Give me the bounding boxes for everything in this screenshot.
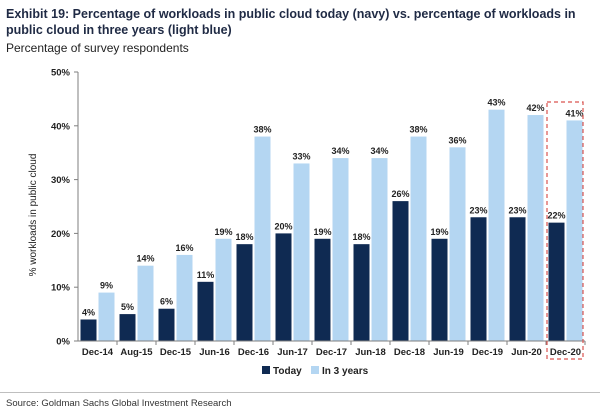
data-label-in-3-years: 36% — [448, 135, 466, 145]
data-label-in-3-years: 14% — [136, 254, 154, 264]
x-tick-label: Jun-18 — [355, 347, 386, 358]
highlight-box — [546, 101, 584, 360]
x-tick-label: Dec-16 — [238, 347, 269, 358]
data-label-today: 4% — [82, 307, 95, 317]
y-tick-label: 10% — [51, 283, 71, 294]
y-axis-label: % workloads in public cloud — [28, 154, 39, 277]
data-label-today: 18% — [235, 232, 253, 242]
y-tick-label: 50% — [51, 68, 71, 79]
chart-subtitle: Percentage of survey respondents — [6, 41, 189, 55]
data-label-today: 11% — [197, 270, 215, 280]
legend: Today In 3 years — [262, 366, 369, 377]
data-label-today: 22% — [547, 211, 565, 221]
data-label-today: 19% — [430, 227, 448, 237]
bar-today — [470, 217, 487, 341]
bar-in-3-years — [293, 163, 310, 341]
y-tick-label: 40% — [51, 121, 71, 132]
x-tick-label: Dec-14 — [82, 347, 114, 358]
legend-today-swatch — [262, 366, 270, 374]
y-tick-label: 0% — [56, 337, 70, 348]
bar-in-3-years — [410, 136, 427, 341]
bar-today — [119, 314, 136, 341]
data-label-today: 20% — [274, 221, 292, 231]
bar-today — [197, 281, 214, 341]
footer-divider — [0, 392, 600, 393]
x-tick-label: Dec-20 — [550, 347, 581, 358]
bar-in-3-years — [488, 109, 505, 341]
source-note: Source: Goldman Sachs Global Investment … — [6, 398, 232, 409]
x-tick-label: Dec-15 — [160, 347, 192, 358]
bar-in-3-years — [371, 158, 388, 341]
bar-in-3-years — [98, 292, 115, 341]
data-label-in-3-years: 34% — [370, 146, 388, 156]
bar-today — [431, 238, 448, 341]
data-label-today: 5% — [121, 302, 134, 312]
x-tick-label: Dec-18 — [394, 347, 425, 358]
x-tick-label: Jun-17 — [277, 347, 308, 358]
data-label-in-3-years: 38% — [253, 125, 271, 135]
data-label-in-3-years: 41% — [565, 108, 583, 118]
x-tick-label: Jun-16 — [199, 347, 230, 358]
y-tick-label: 30% — [51, 175, 71, 186]
data-label-today: 23% — [508, 205, 526, 215]
bar-today — [158, 308, 175, 341]
y-tick-label: 20% — [51, 229, 71, 240]
bar-today — [236, 244, 253, 341]
data-label-in-3-years: 42% — [526, 103, 544, 113]
x-tick-label: Jun-19 — [433, 347, 464, 358]
bar-today — [548, 222, 565, 341]
bars: 4%9%5%14%6%16%11%19%18%38%20%33%19%34%18… — [80, 98, 584, 341]
bar-in-3-years — [176, 254, 193, 341]
bar-chart: % workloads in public cloud 0% 10% 20% 30% 4… — [28, 68, 586, 377]
x-tick-label: Dec-17 — [316, 347, 347, 358]
x-axis-ticks: Dec-14 Aug-15 Dec-15 Jun-16 Dec-16 Jun-17 Dec-… — [82, 341, 586, 358]
bar-today — [353, 244, 370, 341]
bar-in-3-years — [254, 136, 271, 341]
data-label-today: 26% — [391, 189, 409, 199]
data-label-in-3-years: 16% — [175, 243, 193, 253]
data-label-in-3-years: 19% — [214, 227, 232, 237]
legend-3-years-swatch — [311, 366, 319, 374]
bar-today — [314, 238, 331, 341]
bar-today — [509, 217, 526, 341]
bar-in-3-years — [527, 115, 544, 341]
bar-today — [80, 319, 97, 341]
data-label-today: 23% — [469, 205, 487, 215]
bar-today — [392, 201, 409, 341]
bar-in-3-years — [137, 265, 154, 341]
bar-in-3-years — [215, 238, 232, 341]
chart-title: Exhibit 19: Percentage of workloads in p… — [6, 7, 576, 37]
data-label-in-3-years: 9% — [100, 281, 113, 291]
bar-in-3-years — [449, 147, 466, 341]
data-label-in-3-years: 43% — [487, 98, 505, 108]
data-label-today: 18% — [352, 232, 370, 242]
bar-in-3-years — [332, 158, 349, 341]
legend-today-label: Today — [273, 366, 302, 377]
data-label-in-3-years: 38% — [409, 125, 427, 135]
bar-in-3-years — [566, 120, 583, 341]
bar-today — [275, 233, 292, 341]
data-label-today: 6% — [160, 297, 173, 307]
data-label-in-3-years: 34% — [331, 146, 349, 156]
x-tick-label: Jun-20 — [511, 347, 542, 358]
legend-3-years-label: In 3 years — [322, 366, 369, 377]
x-tick-label: Aug-15 — [120, 347, 153, 358]
data-label-in-3-years: 33% — [292, 151, 310, 161]
x-tick-label: Dec-19 — [472, 347, 503, 358]
y-axis-ticks: 0% 10% 20% 30% 40% 50% — [51, 68, 78, 348]
data-label-today: 19% — [313, 227, 331, 237]
